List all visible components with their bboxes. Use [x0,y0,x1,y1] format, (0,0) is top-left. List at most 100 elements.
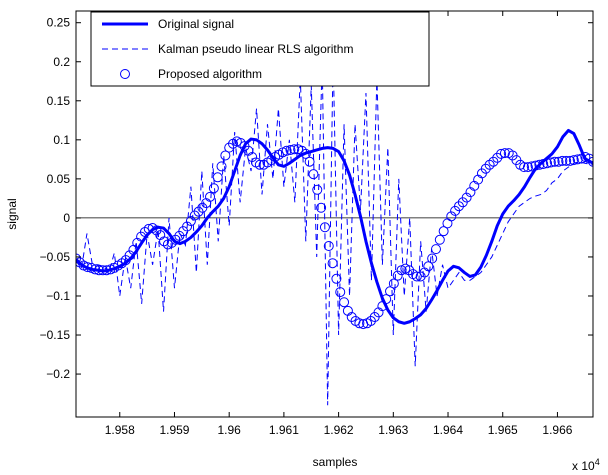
proposed-point [296,145,307,156]
proposed-point [538,159,549,170]
proposed-point [235,137,246,148]
proposed-point [557,155,568,166]
proposed-point [166,237,177,248]
x-axis-label: samples [313,455,358,469]
y-tick-label: 0.2 [53,55,70,69]
proposed-point [93,265,104,276]
y-axis-label: signal [5,198,19,229]
x-tick-label: 1.959 [159,423,189,437]
proposed-point [247,152,258,162]
x-multiplier-label: x 104 [572,457,600,473]
proposed-point [530,160,541,171]
y-ticks: −0.2 −0.15 −0.1 −0.05 0 0.05 0.1 0.15 0.2 0.25 [40,16,593,381]
proposed-point [212,172,223,183]
proposed-point [216,161,227,172]
proposed-point [159,236,170,247]
proposed-point [185,216,196,227]
x-tick-label: 1.962 [324,423,354,437]
proposed-point [430,244,441,255]
proposed-point [319,222,330,233]
legend-label-original: Original signal [158,17,234,31]
proposed-point [553,156,564,167]
proposed-point [304,156,315,167]
plot-frame [75,10,594,418]
proposed-point [266,155,277,166]
proposed-point [588,156,593,167]
proposed-point [542,158,553,169]
proposed-point [388,278,399,289]
x-tick-label: 1.961 [269,423,299,437]
y-tick-label: −0.1 [46,289,70,303]
x-tick-label: 1.966 [542,423,572,437]
proposed-point [76,257,85,268]
y-tick-label: −0.05 [40,250,71,264]
proposed-point [446,211,457,222]
y-tick-label: 0 [63,211,70,225]
proposed-point [312,184,323,195]
proposed-point [572,154,583,165]
proposed-point [427,253,438,264]
proposed-point [90,264,101,275]
proposed-point [545,157,556,168]
proposed-point [189,210,200,221]
proposed-point [76,253,81,264]
x-ticks: 1.958 1.959 1.96 1.961 1.962 1.963 1.964 1.965 1… [105,11,573,437]
proposed-point [220,150,231,161]
legend: Original signal Kalman pseudo linear RLS… [90,11,430,87]
x-tick-label: 1.958 [105,423,135,437]
proposed-point [522,162,533,173]
proposed-point [584,153,593,164]
proposed-point [101,265,112,276]
proposed-point [339,297,350,308]
proposed-point [411,271,422,282]
proposed-point [316,202,327,213]
proposed-point [392,270,403,281]
proposed-point [534,159,545,170]
proposed-point [484,159,495,170]
proposed-point [381,294,392,305]
x-tick-label: 1.965 [488,423,518,437]
legend-label-proposed: Proposed algorithm [158,67,262,81]
proposed-point [205,191,216,202]
proposed-point [254,159,265,170]
proposed-point [281,145,292,156]
proposed-point [499,148,510,159]
proposed-point [327,258,338,269]
proposed-point [415,271,426,282]
proposed-point [124,250,135,261]
proposed-point [139,226,150,237]
y-tick-label: 0.1 [53,133,70,147]
proposed-point [461,192,472,203]
proposed-point [438,226,449,237]
proposed-point [354,318,365,329]
y-tick-label: 0.25 [47,16,71,30]
legend-label-kalman: Kalman pseudo linear RLS algorithm [158,42,353,56]
y-tick-label: −0.2 [46,367,70,381]
proposed-point [116,258,127,269]
proposed-point [300,148,311,159]
proposed-point [170,234,181,245]
proposed-point [496,148,507,159]
proposed-point [423,261,434,272]
proposed-point [346,312,357,323]
proposed-point [526,161,537,172]
proposed-point [97,265,108,276]
proposed-point [208,183,219,194]
proposed-point [568,155,579,166]
proposed-point [224,142,235,153]
proposed-point [561,155,572,166]
proposed-point [404,265,415,276]
proposed-point [549,156,560,167]
proposed-point [143,223,154,234]
proposed-point [480,163,491,174]
x-tick-label: 1.963 [378,423,408,437]
series-line-original [76,128,593,325]
proposed-point [182,221,193,232]
proposed-point [323,241,334,252]
y-tick-label: 0.15 [47,94,71,108]
proposed-point [82,262,93,273]
x-tick-label: 1.96 [218,423,242,437]
proposed-point [285,144,296,155]
y-tick-label: 0.05 [47,172,71,186]
proposed-point [335,287,346,298]
